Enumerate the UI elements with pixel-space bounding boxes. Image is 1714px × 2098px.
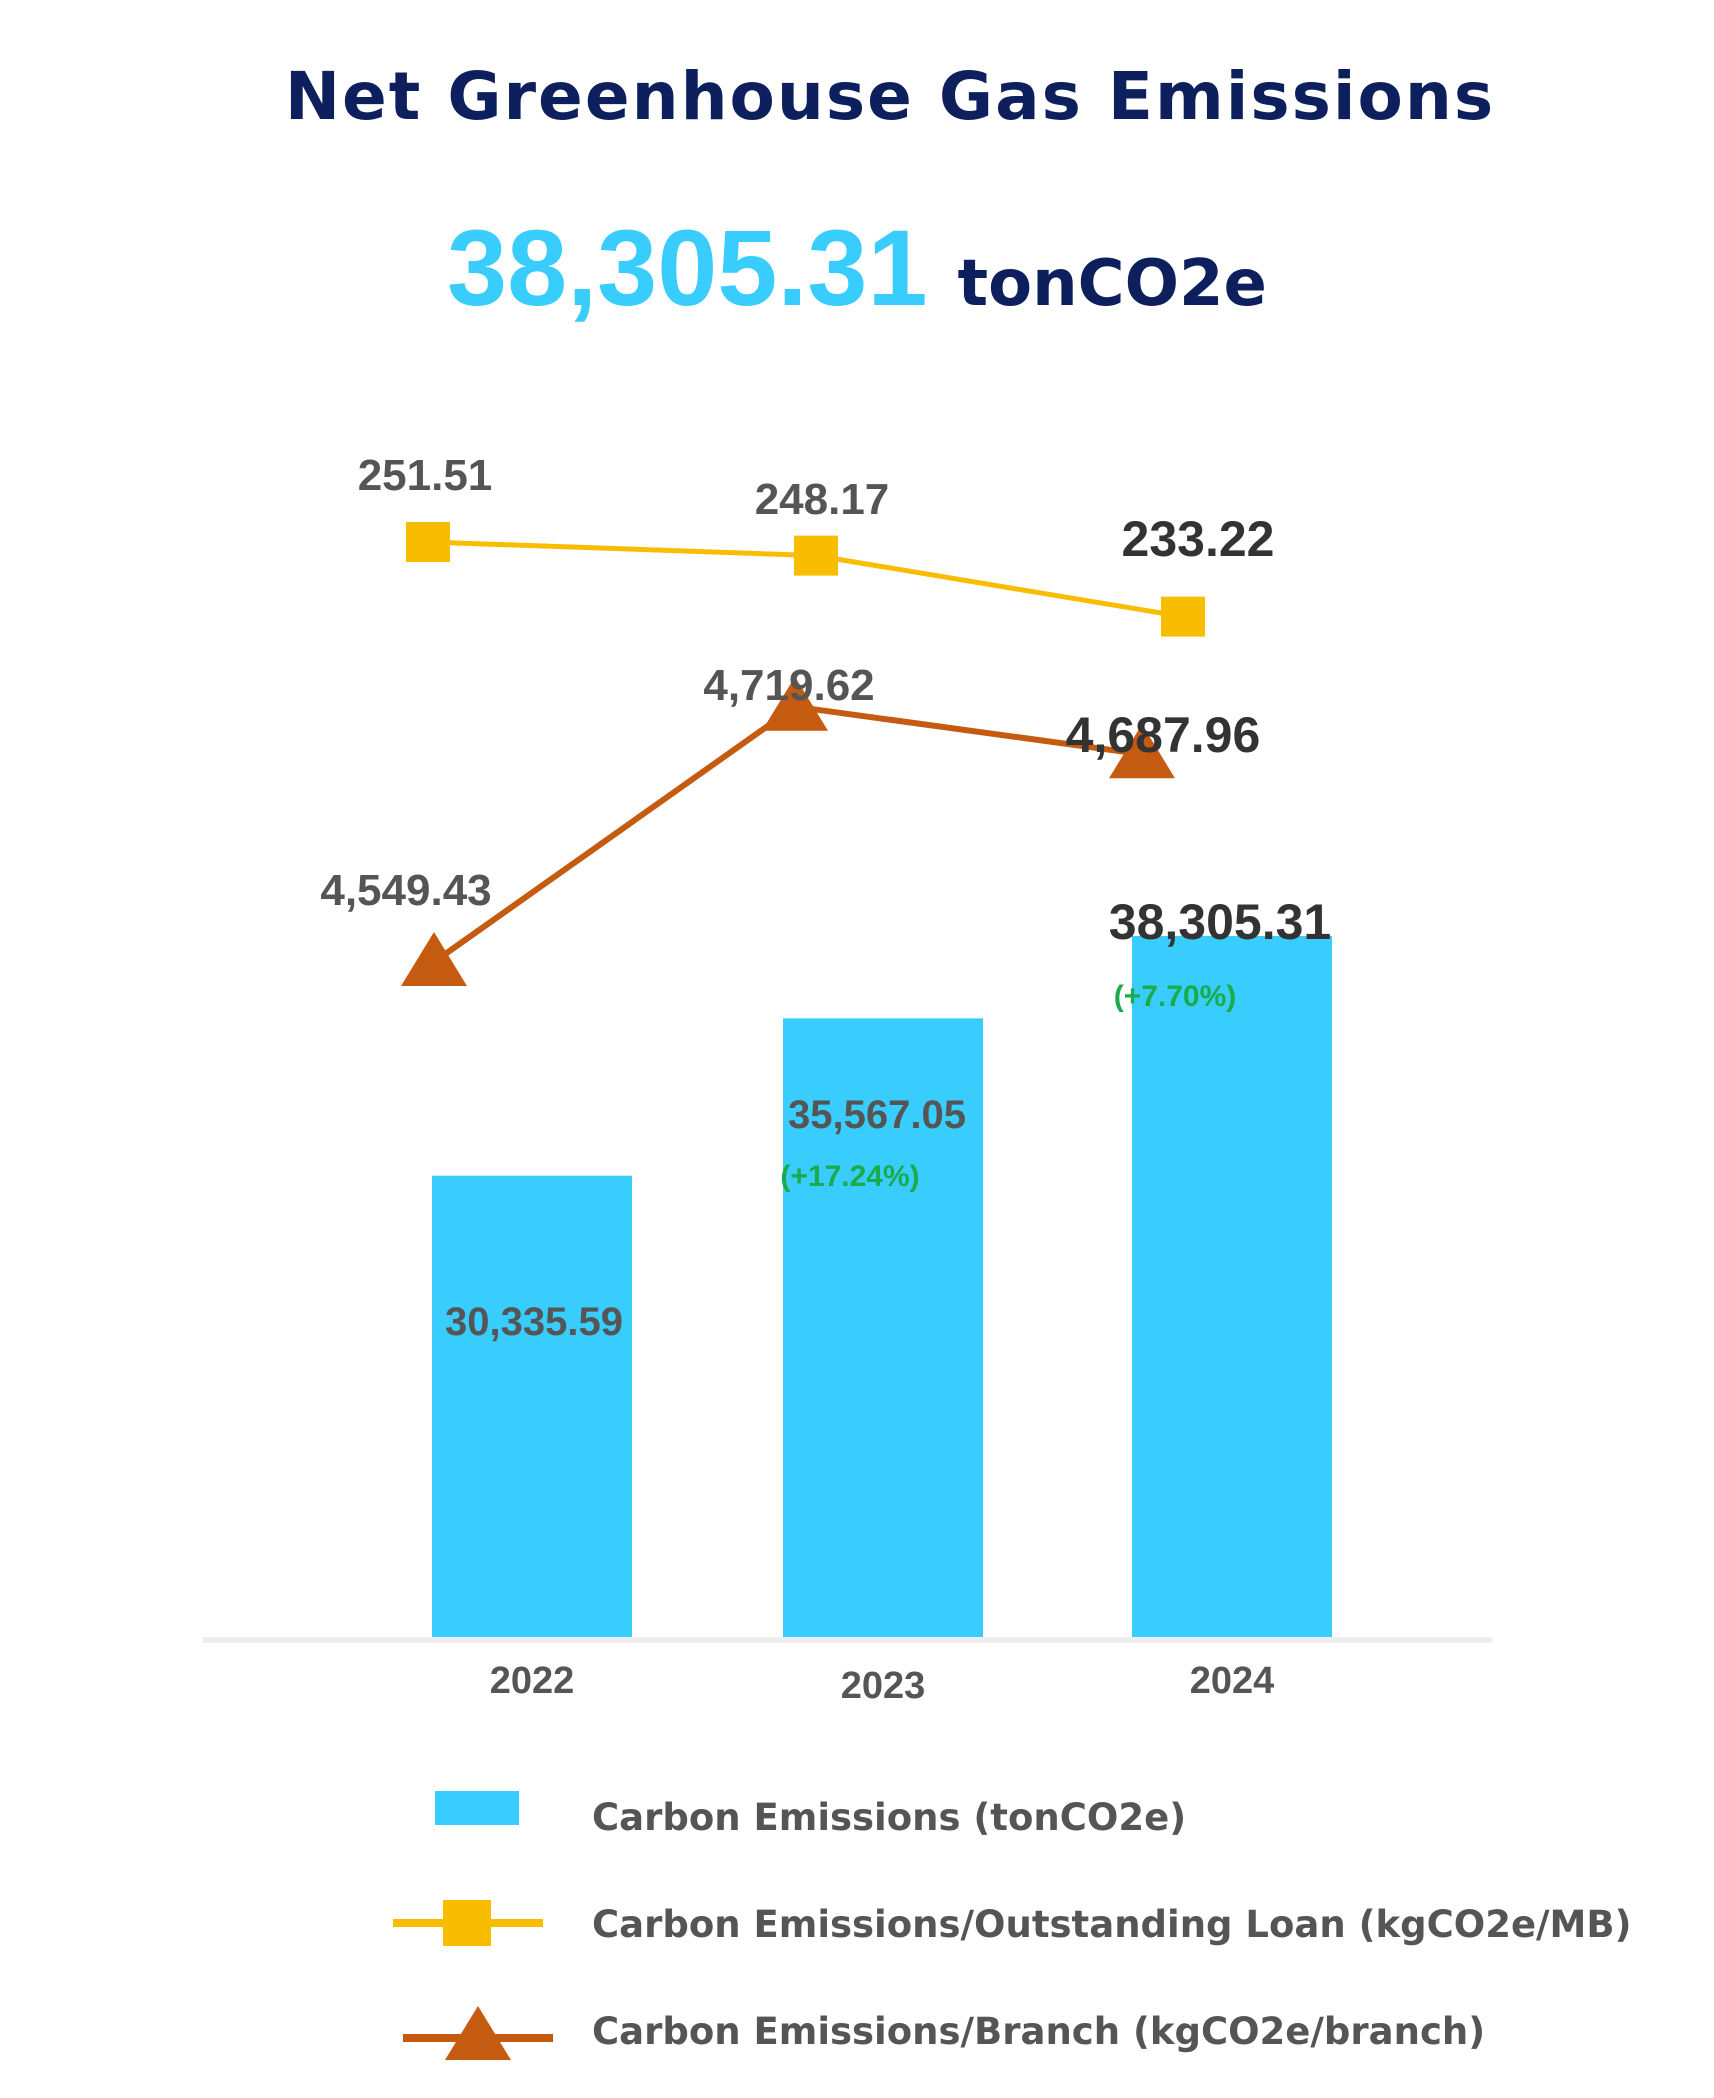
bar <box>783 1018 983 1637</box>
branch-series-line <box>432 703 1143 965</box>
legend-item-branch: Carbon Emissions/Branch (kgCO2e/branch) <box>390 2000 1690 2060</box>
square-line-icon <box>393 1900 543 1946</box>
bar-value-label: 30,335.59 <box>445 1300 623 1344</box>
loan-point <box>406 522 450 562</box>
loan-value-label: 248.17 <box>755 475 890 524</box>
legend-label: Carbon Emissions/Outstanding Loan (kgCO2… <box>592 1903 1632 1946</box>
branch-value-label: 4,719.62 <box>703 661 874 710</box>
branch-point <box>401 932 467 986</box>
bar-value-label: 35,567.05 <box>788 1093 966 1137</box>
branch-point <box>1109 724 1175 779</box>
branch-value-label: 4,549.43 <box>320 866 491 915</box>
bar-change-label: (+7.70%) <box>1114 980 1237 1013</box>
x-tick-label: 2022 <box>490 1660 575 1702</box>
headline-total: 38,305.31 tonCO2e <box>0 205 1714 330</box>
bar-change-label: (+17.24%) <box>780 1160 919 1193</box>
bar-swatch-icon <box>435 1791 519 1825</box>
bar-value-label: 38,305.31 <box>1109 894 1331 950</box>
bar <box>432 1175 632 1637</box>
legend-label: Carbon Emissions (tonCO2e) <box>592 1796 1187 1839</box>
chart-title: Net Greenhouse Gas Emissions <box>284 58 1496 135</box>
legend-label: Carbon Emissions/Branch (kgCO2e/branch) <box>592 2010 1486 2053</box>
loan-point <box>1161 596 1205 637</box>
bar <box>1132 935 1332 1637</box>
x-tick-label: 2024 <box>1190 1660 1275 1702</box>
headline-value: 38,305.31 <box>447 207 928 328</box>
loan-value-label: 251.51 <box>358 451 493 500</box>
legend-item-bars: Carbon Emissions (tonCO2e) <box>390 1790 1690 1850</box>
branch-point <box>762 676 828 731</box>
headline-unit: tonCO2e <box>957 247 1267 321</box>
loan-point <box>794 535 838 576</box>
legend-item-loan: Carbon Emissions/Outstanding Loan (kgCO2… <box>390 1895 1690 1955</box>
branch-value-label: 4,687.96 <box>1066 707 1261 763</box>
x-tick-label: 2023 <box>841 1665 926 1707</box>
loan-value-label: 233.22 <box>1122 511 1275 567</box>
triangle-line-icon <box>403 2006 553 2060</box>
